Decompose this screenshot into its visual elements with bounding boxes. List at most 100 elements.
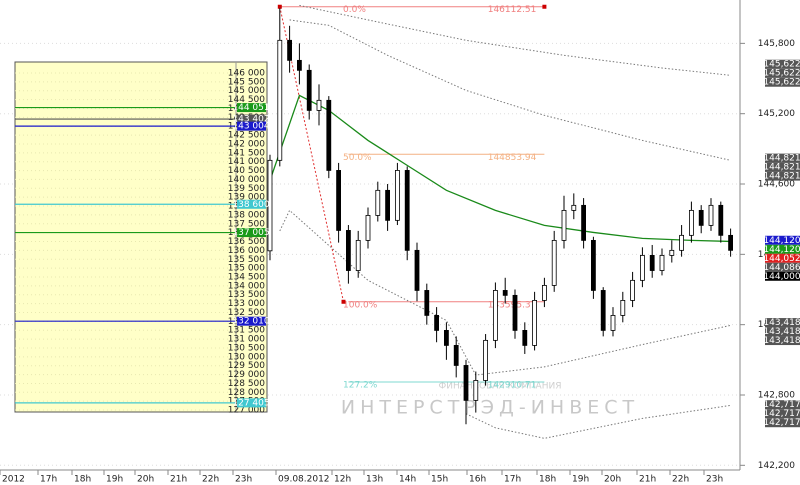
panel-tick-label: 140 000: [228, 175, 265, 185]
fib-anchor: [542, 4, 547, 9]
price-tag-label: 144,052: [763, 254, 800, 264]
candle-body: [502, 290, 508, 296]
x-tick-label: 13h: [366, 475, 383, 485]
panel-tick-label: 129 500: [228, 361, 265, 371]
candle-body: [296, 59, 302, 71]
price-tag: [765, 153, 800, 163]
panel-tick-label: 144 500: [228, 95, 265, 105]
price-tag-label: 145,622: [763, 69, 800, 79]
candle-body: [483, 339, 489, 381]
candle-body: [316, 99, 322, 111]
y-tick-label: 142,800: [758, 390, 795, 400]
candle-body: [404, 170, 410, 251]
panel-tag-label: 144 051: [232, 103, 269, 113]
candle-body: [492, 290, 498, 341]
panel-tick-label: 130 500: [228, 343, 265, 353]
price-tag-label: 144,821: [763, 154, 800, 164]
panel-tick-label: 136 000: [228, 246, 265, 256]
price-tag-label: 144,000: [763, 272, 800, 282]
y-tick-label: 142,200: [758, 461, 795, 471]
panel-tag-label: 138 600: [232, 200, 269, 210]
panel-tick-label: 139 000: [228, 193, 265, 203]
price-tag-label: 142,717: [763, 400, 800, 410]
panel-tick-label: 135 000: [228, 264, 265, 274]
x-tick-label: 12h: [334, 475, 351, 485]
candle-body: [669, 249, 675, 256]
indicator-line: [465, 404, 731, 439]
panel-tag: [237, 114, 266, 124]
fib-label: 127.2%: [343, 381, 378, 391]
candle-body: [306, 69, 312, 111]
price-tag-label: 144,120: [763, 236, 800, 246]
candle-body: [640, 254, 645, 281]
candle-body: [287, 39, 293, 61]
fib-label: 100.0%: [343, 300, 378, 310]
panel-tick-label: 141 000: [228, 157, 265, 167]
candle-body: [326, 99, 332, 171]
price-tag: [765, 77, 800, 87]
price-tag: [765, 409, 800, 419]
panel-tick-label: 145 500: [228, 77, 265, 87]
panel-tick-label: 142 000: [228, 139, 265, 149]
price-tag-label: 142,717: [763, 418, 800, 428]
panel-tick-label: 140 500: [228, 166, 265, 176]
x-tick-label: 23h: [706, 475, 723, 485]
panel-tag-label: 143 402: [232, 115, 269, 125]
panel-tick-label: 130 000: [228, 352, 265, 362]
candle-body: [620, 300, 626, 316]
x-tick-label: 18h: [539, 475, 556, 485]
candle-body: [728, 234, 733, 251]
fib-value: 143595.37: [488, 300, 537, 310]
candle-body: [453, 345, 459, 366]
y-tick-label: 145,800: [758, 39, 795, 49]
price-tag-label: 143,418: [763, 318, 800, 328]
panel-tick-label: 131 500: [228, 326, 265, 336]
candle-body: [630, 279, 635, 301]
panel-tick-label: 132 500: [228, 308, 265, 318]
x-tick-label: 22h: [672, 475, 689, 485]
candle-body: [659, 254, 665, 271]
panel-tick-label: 145 000: [228, 86, 265, 96]
candle-body: [571, 204, 577, 211]
price-tag: [765, 253, 800, 263]
price-tag-label: 144,821: [763, 163, 800, 173]
panel-tick-label: 135 500: [228, 255, 265, 265]
panel-tag-label: 137 005: [232, 228, 269, 238]
panel-tag-label: 127 405: [232, 398, 269, 408]
candle-body: [522, 330, 528, 346]
price-tag: [765, 418, 800, 428]
candle-body: [532, 300, 537, 346]
x-tick-label: 2012: [2, 475, 25, 485]
candle-body: [679, 234, 684, 251]
candle-body: [708, 204, 714, 226]
candle-body: [689, 209, 694, 236]
panel-tag: [237, 228, 266, 238]
candle-body: [394, 170, 400, 221]
y-tick-label: 144,600: [758, 180, 795, 190]
watermark-name: ИНТЕРСТРЭД-ИНВЕСТ: [341, 397, 639, 419]
price-tag: [765, 59, 800, 69]
panel-tick-label: 142 500: [228, 131, 265, 141]
indicator-line: [279, 209, 731, 376]
price-tag-label: 143,418: [763, 336, 800, 346]
x-tick-label: 17h: [40, 475, 57, 485]
x-tick-label: 19h: [106, 475, 123, 485]
candle-body: [365, 215, 371, 241]
price-tag: [765, 336, 800, 346]
candle-body: [718, 204, 724, 236]
panel-tick-label: 128 500: [228, 379, 265, 389]
panel-tag-label: 132 010: [232, 317, 269, 327]
candle-body: [463, 365, 469, 401]
candle-body: [385, 189, 391, 221]
price-tag: [765, 318, 800, 328]
candle-body: [277, 39, 283, 161]
x-tick-label: 21h: [639, 475, 656, 485]
panel-tag: [237, 103, 266, 113]
x-tick-label: 16h: [469, 475, 486, 485]
fib-value: 144853.94: [488, 153, 537, 163]
fib-label: 50.0%: [343, 153, 372, 163]
x-tick-label: 21h: [170, 475, 187, 485]
profile-panel: [14, 61, 268, 413]
candle-body: [542, 284, 547, 301]
panel-tick-label: 139 500: [228, 184, 265, 194]
